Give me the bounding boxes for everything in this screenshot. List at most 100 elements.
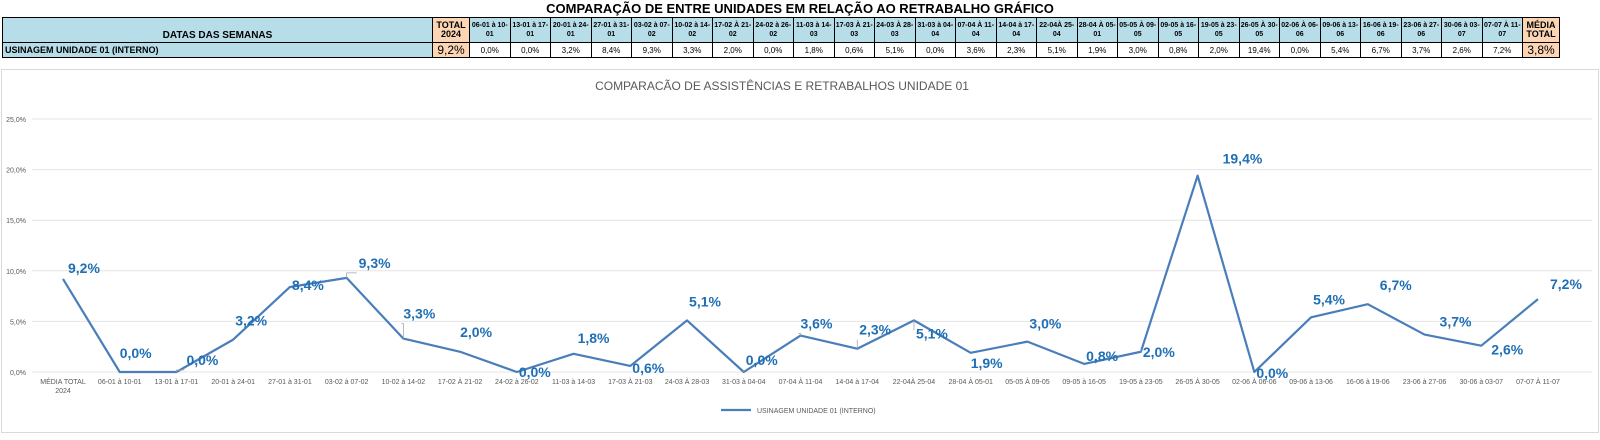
data-label: 3,6% — [801, 316, 833, 332]
week-header: 14-04 à 17-04 — [995, 17, 1037, 43]
x-tick-label: 24-03 À 28-03 — [665, 377, 709, 386]
x-tick-label: 05-05 À 09-05 — [1005, 377, 1049, 386]
week-header: 07-04 À 11-04 — [955, 17, 997, 43]
leader-line — [798, 333, 801, 336]
data-label: 0,0% — [120, 345, 152, 361]
chart-title: COMPARACÃO DE ASSISTÊNCIAS E RETRABALHOS… — [595, 78, 969, 93]
x-tick-label: 09-05 à 16-05 — [1062, 379, 1106, 386]
week-header: 09-06 à 13-06 — [1319, 17, 1361, 43]
data-label: 0,6% — [632, 360, 664, 376]
week-header: 19-05 à 23-05 — [1198, 17, 1240, 43]
data-label: 2,0% — [1143, 344, 1175, 360]
x-tick-label: 16-06 à 19-06 — [1346, 379, 1390, 386]
data-label: 8,4% — [292, 277, 324, 293]
x-tick-label: 10-02 à 14-02 — [382, 379, 426, 386]
row-total: 9,2% — [432, 42, 470, 58]
x-tick-label: 13-01 à 17-01 — [155, 379, 199, 386]
leader-line — [401, 323, 404, 339]
x-tick-label: 14-04 à 17-04 — [835, 379, 879, 386]
y-tick-label: 20,0% — [6, 168, 26, 175]
x-tick-label: 28-04 À 05-01 — [949, 377, 993, 386]
total-header: TOTAL 2024 — [432, 17, 470, 43]
week-header: 07-07 À 11-07 — [1481, 17, 1523, 43]
y-tick-label: 25,0% — [6, 117, 26, 124]
leader-line — [346, 272, 357, 278]
week-header: 16-06 à 19-06 — [1360, 17, 1402, 43]
x-tick-label: 17-03 À 21-03 — [608, 377, 652, 386]
week-header: 24-02 à 26-02 — [752, 17, 794, 43]
data-label: 2,6% — [1491, 342, 1523, 358]
week-header: 17-03 À 21-03 — [833, 17, 875, 43]
week-header: 26-05 À 30-05 — [1238, 17, 1280, 43]
table-cell: 1,9% — [1076, 42, 1118, 58]
data-label: 3,3% — [403, 306, 435, 322]
main-title: COMPARAÇÃO DE ENTRE UNIDADES EM RELAÇÃO … — [546, 1, 1054, 16]
table-cell: 0,0% — [914, 42, 956, 58]
week-header: 13-01 à 17-01 — [509, 17, 551, 43]
x-tick-label: 27-01 à 31-01 — [268, 379, 312, 386]
table-cell: 3,2% — [550, 42, 592, 58]
x-tick-label: MÉDIA TOTAL — [40, 377, 86, 386]
leader-line — [176, 369, 185, 372]
row-label: USINAGEM UNIDADE 01 (INTERNO) — [2, 42, 433, 58]
data-label: 3,7% — [1440, 314, 1472, 330]
table-cell: 3,7% — [1400, 42, 1442, 58]
week-header: 10-02 à 14-02 — [671, 17, 713, 43]
week-header: 24-03 À 28-03 — [874, 17, 916, 43]
table-cell: 0,6% — [833, 42, 875, 58]
week-header: 06-01 à 10-01 — [469, 17, 511, 43]
data-label: 2,3% — [859, 322, 891, 338]
data-label: 9,2% — [68, 260, 100, 276]
data-label: 1,8% — [578, 330, 610, 346]
x-tick-label: 19-05 à 23-05 — [1119, 379, 1163, 386]
x-tick-label: 2024 — [55, 388, 71, 395]
x-tick-label: 22-04À 25-04 — [893, 377, 936, 386]
week-header: 09-05 à 16-05 — [1157, 17, 1199, 43]
y-tick-label: 0,0% — [10, 370, 26, 377]
x-tick-label: 07-07 À 11-07 — [1516, 377, 1560, 386]
table-header-row: DATAS DAS SEMANAS TOTAL 2024 06-01 à 10-01… — [2, 17, 1560, 43]
week-header: 17-02 À 21-02 — [712, 17, 754, 43]
data-label: 5,1% — [689, 293, 721, 309]
table-cell: 5,1% — [874, 42, 916, 58]
data-label: 0,0% — [1256, 365, 1288, 381]
table-cell: 0,8% — [1157, 42, 1199, 58]
data-label: 3,0% — [1029, 316, 1061, 332]
x-tick-label: 02-06 À 06-06 — [1232, 377, 1276, 386]
x-tick-label: 09-06 à 13-06 — [1289, 379, 1333, 386]
x-tick-label: 23-06 à 27-06 — [1403, 379, 1447, 386]
table-cell: 7,2% — [1481, 42, 1523, 58]
x-tick-label: 24-02 à 26-02 — [495, 379, 539, 386]
x-tick-label: 31-03 à 04-04 — [722, 379, 766, 386]
week-header: 23-06 à 27-06 — [1400, 17, 1442, 43]
data-label: 0,8% — [1086, 348, 1118, 364]
week-header: 05-05 À 09-05 — [1117, 17, 1159, 43]
data-label: 5,1% — [916, 325, 948, 341]
table-cell: 8,4% — [590, 42, 632, 58]
data-label: 19,4% — [1223, 151, 1263, 167]
week-header: 11-03 à 14-03 — [793, 17, 835, 43]
table-cell: 19,4% — [1238, 42, 1280, 58]
data-label: 7,2% — [1550, 276, 1582, 292]
y-tick-label: 15,0% — [6, 218, 26, 225]
x-tick-label: 17-02 À 21-02 — [438, 377, 482, 386]
line-chart: COMPARACÃO DE ASSISTÊNCIAS E RETRABALHOS… — [6, 78, 1592, 415]
table-cell: 2,6% — [1441, 42, 1483, 58]
table-cell: 9,3% — [631, 42, 673, 58]
y-tick-label: 10,0% — [6, 269, 26, 276]
x-tick-label: 07-04 À 11-04 — [779, 377, 823, 386]
table-row: USINAGEM UNIDADE 01 (INTERNO) 9,2% 0,0% 0,0… — [2, 42, 1560, 58]
legend-label: USINAGEM UNIDADE 01 (INTERNO) — [757, 408, 876, 415]
x-tick-label: 06-01 à 10-01 — [98, 379, 142, 386]
x-tick-label: 11-03 à 14-03 — [552, 379, 595, 386]
row-average: 3,8% — [1522, 42, 1560, 58]
x-tick-label: 30-06 à 03-07 — [1459, 379, 1503, 386]
data-label: 3,2% — [235, 313, 267, 329]
data-label: 0,0% — [519, 364, 551, 380]
week-header: 30-06 à 03-07 — [1441, 17, 1483, 43]
table-cell: 5,4% — [1319, 42, 1361, 58]
table-cell: 0,0% — [469, 42, 511, 58]
header-label: DATAS DAS SEMANAS — [2, 17, 433, 43]
table-cell: 3,0% — [1117, 42, 1159, 58]
series-line — [62, 174, 1539, 374]
